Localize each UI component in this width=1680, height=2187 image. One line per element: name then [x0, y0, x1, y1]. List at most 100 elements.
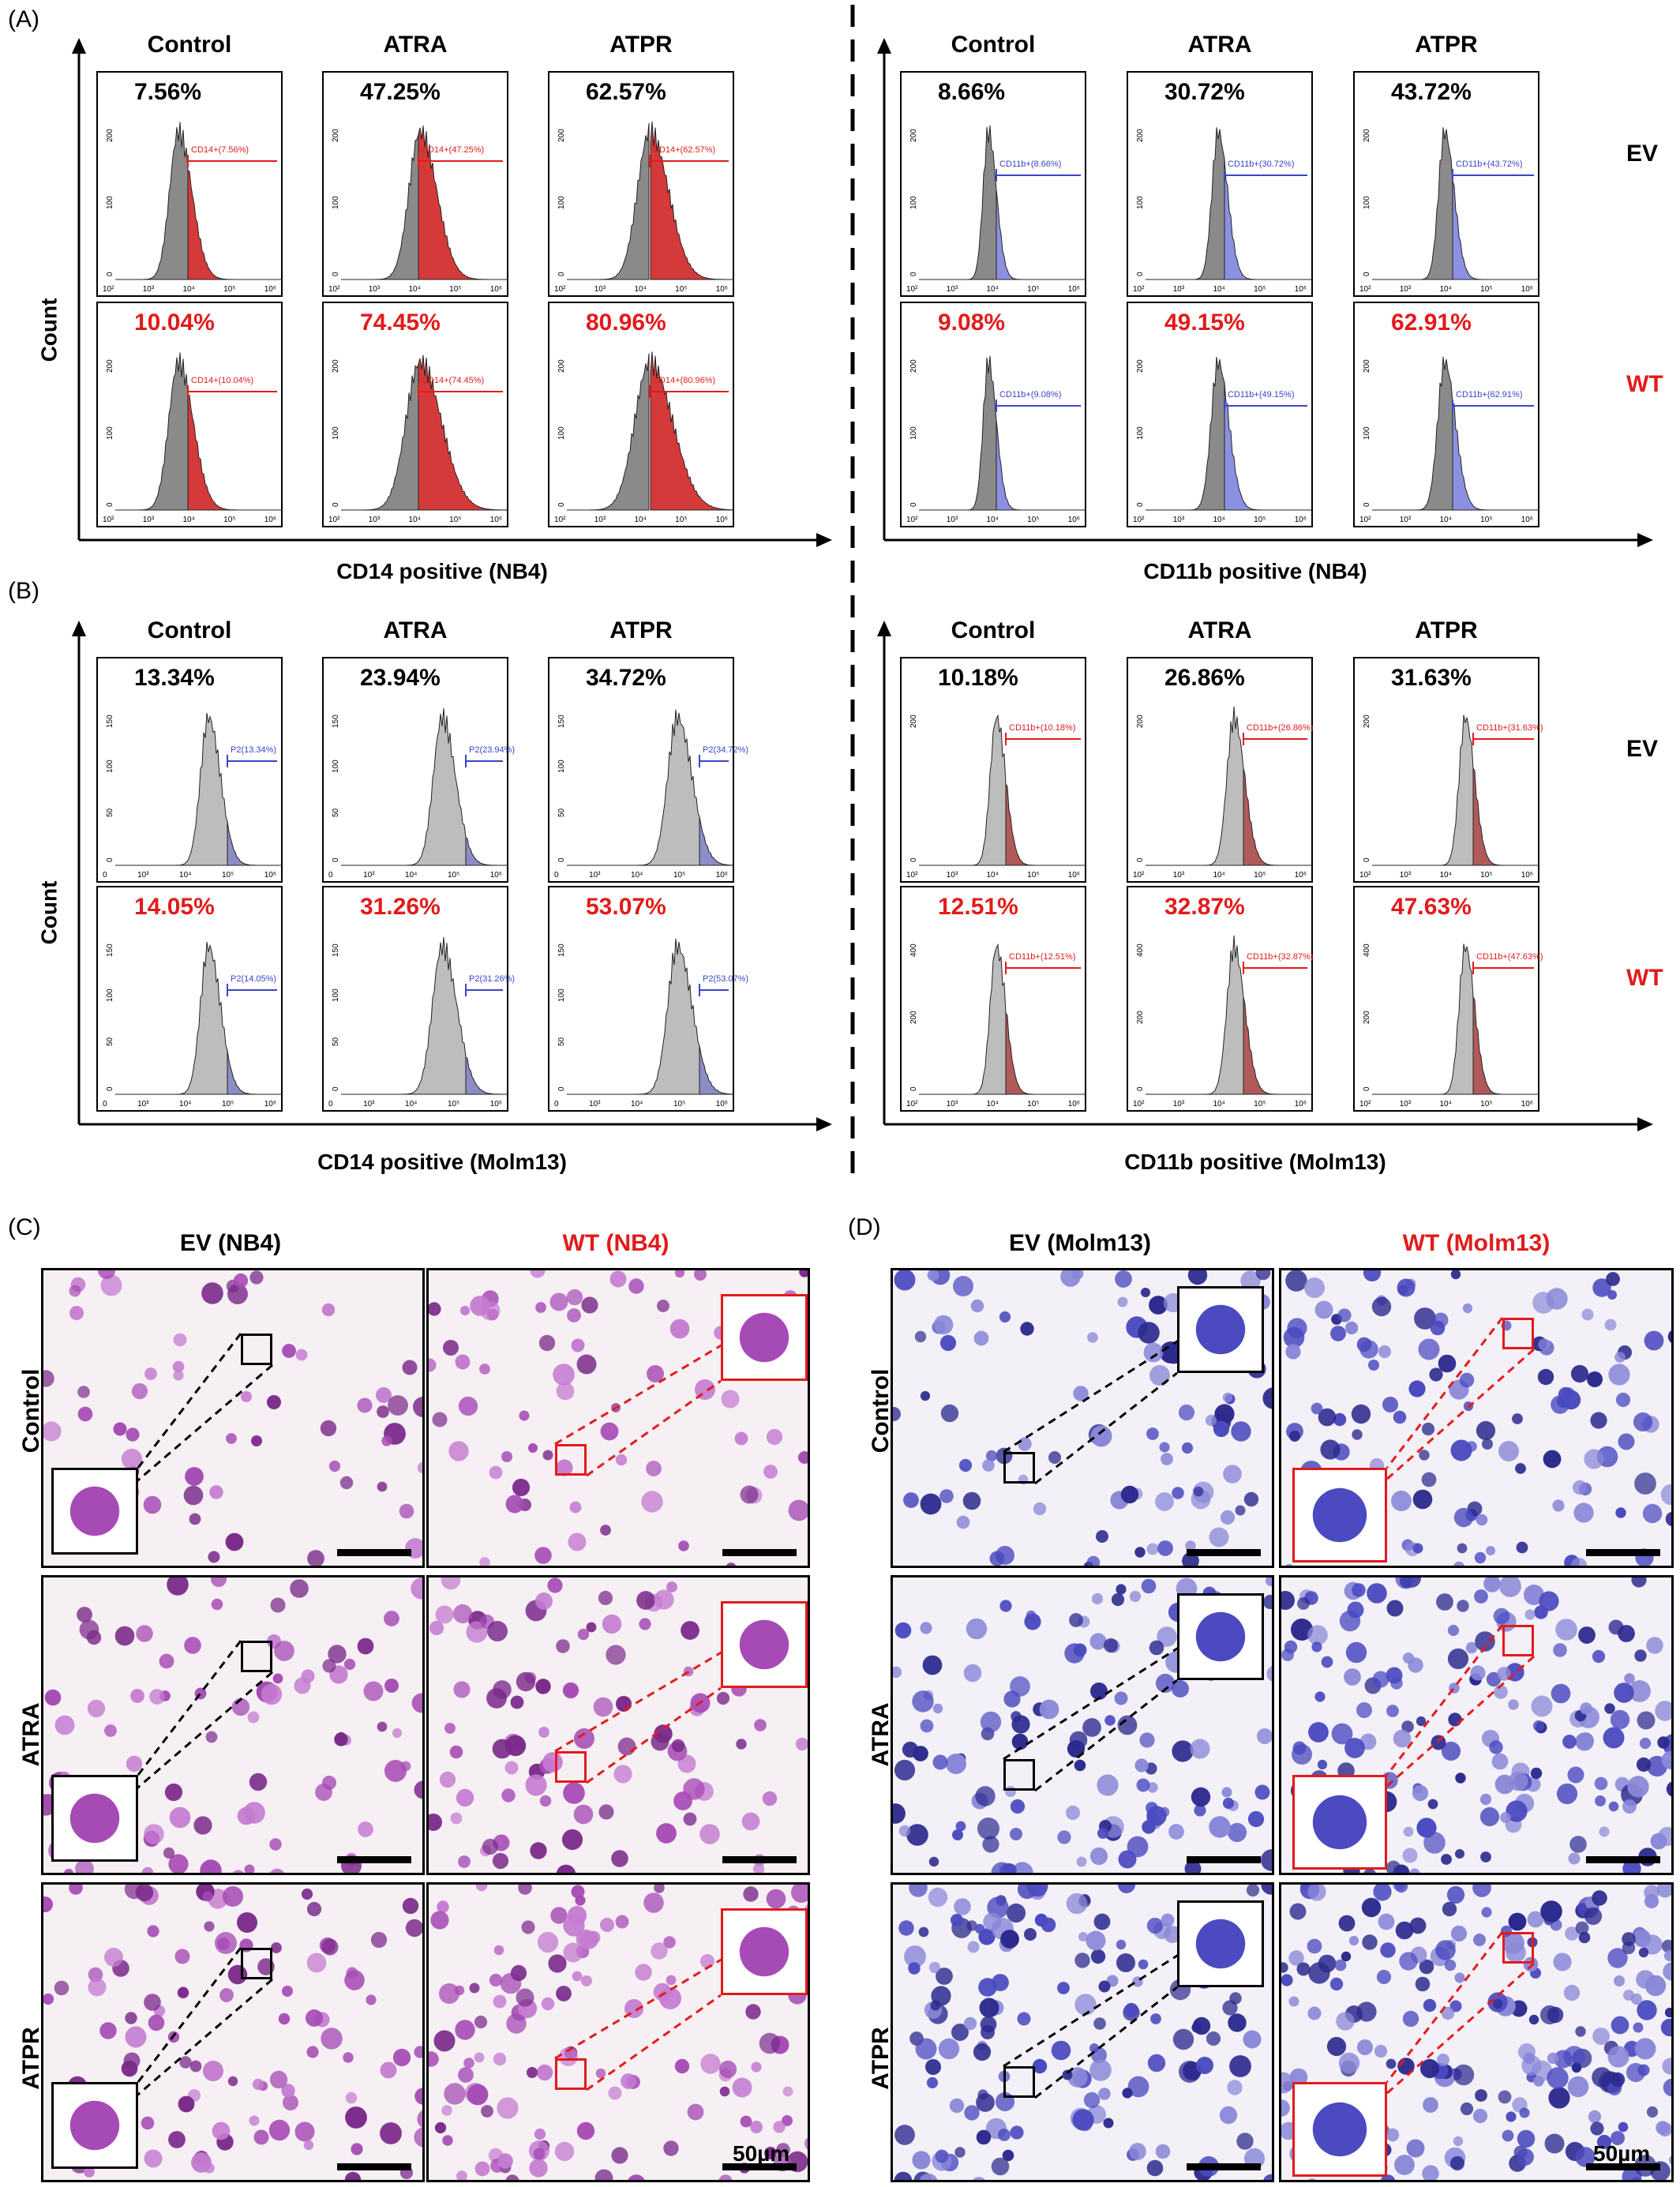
x-tick-label: 10² — [1359, 285, 1371, 294]
histogram-plot: 10.04% 200 100 0 CD14+(10.04%) 10² 10³ 10⁴ 10⁵ 10… — [96, 302, 283, 527]
x-tick-label: 10⁵ — [675, 285, 688, 294]
panel-label-d: (D) — [848, 1214, 881, 1240]
micrograph-image — [891, 1882, 1274, 2182]
axes-a-left — [72, 38, 832, 547]
x-tick-label: 10⁵ — [1027, 1100, 1040, 1109]
scale-bar — [1187, 2163, 1261, 2170]
scale-bar — [1586, 2163, 1660, 2170]
x-tick-label: 10² — [554, 516, 566, 524]
magnified-cell — [739, 1619, 789, 1670]
histogram-plot: 47.25% 200 100 0 CD14+(47.25%) 10² 10³ 10⁴ 10⁵ 10… — [322, 71, 508, 297]
histogram-percentage: 13.34% — [134, 665, 215, 691]
x-tick-label: 10⁵ — [447, 1100, 460, 1109]
x-tick-label: 10⁴ — [634, 285, 647, 294]
histogram-plot: 14.05% 150 100 50 0 P2(14.05%) 0 10³ 10⁴ 10⁵ 10⁶ — [96, 886, 283, 1112]
micrograph-image — [426, 1882, 810, 2182]
x-tick-label: 10⁶ — [1521, 871, 1533, 880]
histogram-curve — [1146, 706, 1311, 866]
histogram-plot: 8.66% 200 100 0 CD11b+(8.66%) 10² 10³ 10⁴ 10⁵ 10⁶ — [900, 71, 1086, 297]
histogram-percentage: 74.45% — [360, 309, 441, 336]
histogram-percentage: 26.86% — [1164, 665, 1245, 691]
column-header-a-left-2: ATPR — [609, 32, 673, 58]
magnified-cell — [739, 1312, 789, 1363]
histogram-percentage: 23.94% — [360, 665, 441, 691]
panel-label-b: (B) — [8, 578, 39, 604]
histogram-percentage: 53.07% — [586, 894, 666, 920]
x-tick-label: 10⁶ — [489, 1100, 502, 1109]
scale-bar — [722, 1856, 797, 1863]
histogram-plot: 9.08% 200 100 0 CD11b+(9.08%) 10² 10³ 10⁴ 10⁵ 10⁶ — [900, 302, 1086, 527]
gate-label: CD14+(10.04%) — [191, 376, 254, 385]
gate-label: CD11b+(26.86%) — [1247, 723, 1314, 733]
gate-label: P2(34.72%) — [703, 745, 749, 755]
x-tick-label: 10⁵ — [1254, 516, 1266, 524]
histogram-percentage: 10.18% — [938, 665, 1018, 691]
x-tick-row: 10² 10³ 10⁴ 10⁵ 10⁶ — [549, 285, 733, 294]
x-tick-label: 0 — [328, 871, 333, 880]
gate-label: CD11b+(8.66%) — [999, 159, 1062, 169]
x-tick-label: 10⁴ — [986, 516, 999, 524]
magnified-inset — [1177, 1286, 1264, 1373]
micrograph-image — [41, 1268, 425, 1568]
histogram-plot: 43.72% 200 100 0 CD11b+(43.72%) 10² 10³ 10⁴ 10⁵ 1… — [1353, 71, 1539, 297]
x-tick-label: 10⁴ — [182, 516, 195, 524]
column-header-a-left-1: ATRA — [383, 32, 448, 58]
histogram-plot: 62.91% 200 100 0 CD11b+(62.91%) 10² 10³ 10⁴ 10⁵ 1… — [1353, 302, 1539, 527]
histogram-curve — [1372, 715, 1538, 866]
histogram-percentage: 7.56% — [134, 79, 202, 105]
x-tick-label: 10⁶ — [1521, 285, 1533, 294]
x-tick-label: 10⁶ — [1067, 871, 1080, 880]
x-tick-label: 10³ — [1172, 516, 1185, 524]
micrograph-image — [41, 1882, 425, 2182]
magnified-inset — [51, 2082, 138, 2169]
x-tick-label: 10⁶ — [1067, 1100, 1080, 1109]
x-tick-label: 10³ — [594, 516, 606, 524]
x-tick-row: 10² 10³ 10⁴ 10⁵ 10⁶ — [1355, 871, 1538, 880]
x-tick-label: 10⁵ — [1254, 871, 1266, 880]
cell-field — [893, 1577, 1272, 1873]
x-tick-row: 10² 10³ 10⁴ 10⁵ 10⁶ — [1128, 1100, 1311, 1109]
cell-field — [43, 1885, 422, 2180]
x-tick-label: 10² — [1133, 1100, 1145, 1109]
histogram-percentage: 31.26% — [360, 894, 441, 920]
zoom-region-box — [1502, 1932, 1534, 1964]
gate-label: CD11b+(10.18%) — [1009, 723, 1076, 733]
histogram-curve — [919, 355, 1085, 511]
column-header-b-right-2: ATPR — [1415, 617, 1478, 643]
x-tick-label: 10³ — [589, 871, 601, 880]
x-tick-row: 10² 10³ 10⁴ 10⁵ 10⁶ — [1355, 516, 1538, 524]
scale-bar — [1586, 1856, 1660, 1863]
x-tick-label: 10² — [1359, 516, 1371, 524]
x-tick-label: 10⁵ — [223, 285, 236, 294]
histogram-percentage: 14.05% — [134, 894, 215, 920]
x-tick-label: 10⁵ — [1480, 1100, 1493, 1109]
x-tick-label: 10⁴ — [1213, 516, 1225, 524]
column-header-a-right-1: ATRA — [1187, 32, 1252, 58]
x-tick-label: 10³ — [1399, 1100, 1412, 1109]
column-header-b-right-0: Control — [951, 617, 1036, 643]
magnified-cell — [739, 1926, 789, 1977]
histogram-plot: 31.63% 200 0 CD11b+(31.63%) 10² 10³ 10⁴ 10⁵ 10⁶ — [1353, 657, 1543, 883]
histogram-plot: 53.07% 150 100 50 0 P2(53.07%) 0 10³ 10⁴ 10⁵ 10⁶ — [548, 886, 748, 1112]
micrograph-image — [426, 1268, 810, 1568]
gate-label: CD14+(62.57%) — [653, 145, 716, 155]
x-tick-label: 10³ — [368, 516, 381, 524]
x-tick-label: 10⁵ — [1027, 285, 1040, 294]
magnified-cell — [1195, 1611, 1246, 1662]
zoom-region-box — [1003, 1452, 1035, 1484]
column-header-b-left-2: ATPR — [609, 617, 673, 643]
x-tick-label: 10³ — [946, 285, 958, 294]
histogram-curve — [115, 941, 281, 1095]
x-tick-label: 10⁶ — [1294, 285, 1307, 294]
x-tick-label: 10³ — [946, 516, 958, 524]
x-tick-label: 10³ — [137, 1100, 149, 1109]
x-tick-label: 10³ — [1399, 285, 1412, 294]
axes-b-right — [877, 621, 1653, 1131]
x-tick-label: 10⁵ — [221, 1100, 234, 1109]
x-tick-row: 10² 10³ 10⁴ 10⁵ 10⁶ — [1128, 871, 1311, 880]
x-tick-label: 10⁶ — [264, 1100, 276, 1109]
x-tick-label: 10⁴ — [1213, 285, 1225, 294]
x-tick-label: 10⁵ — [1027, 516, 1040, 524]
histogram-plot: 32.87% 400 200 0 CD11b+(32.87%) 10² 10³ 10⁴ 10⁵ 1… — [1127, 886, 1313, 1112]
x-tick-label: 10⁴ — [631, 871, 643, 880]
